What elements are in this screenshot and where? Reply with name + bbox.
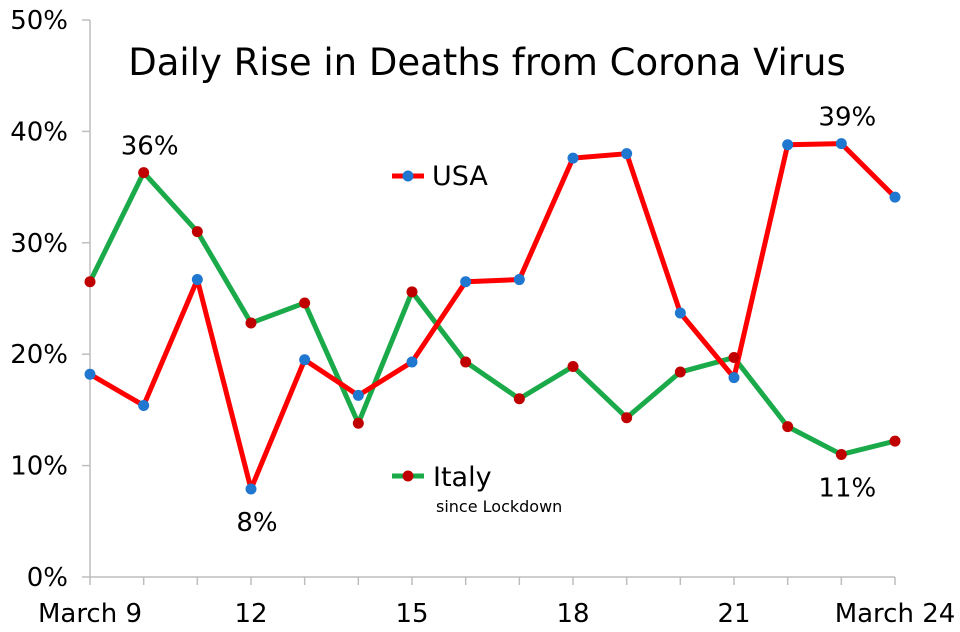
data-point-usa — [299, 354, 311, 366]
legend-italy-sublabel: since Lockdown — [436, 497, 562, 516]
data-point-usa — [728, 372, 740, 384]
data-point-italy — [84, 276, 96, 288]
data-point-italy — [352, 417, 364, 429]
markers-italy — [84, 167, 901, 460]
series-italy — [87, 170, 898, 457]
data-point-usa — [513, 274, 525, 286]
series-line-usa — [87, 141, 898, 492]
data-point-italy — [299, 297, 311, 309]
data-point-italy — [567, 360, 579, 372]
data-point-italy — [245, 317, 257, 329]
data-point-italy — [191, 226, 203, 238]
data-point-usa — [889, 191, 901, 203]
data-point-usa — [245, 483, 257, 495]
x-ticks: March 9 12 15 18 21 March 24 — [38, 577, 955, 629]
data-point-italy — [728, 352, 740, 364]
legend-italy-marker — [402, 470, 414, 482]
markers-usa — [84, 138, 901, 495]
x-tick-label: 12 — [234, 599, 267, 629]
legend: USA Italy since Lockdown — [392, 161, 562, 516]
data-point-usa — [460, 276, 472, 288]
data-point-usa — [567, 152, 579, 164]
data-point-usa — [406, 356, 418, 368]
series-usa — [87, 141, 898, 492]
y-tick-label: 10% — [10, 452, 68, 482]
legend-usa-marker — [402, 170, 414, 182]
data-label: 11% — [818, 473, 876, 503]
x-tick-label: March 9 — [38, 599, 142, 629]
data-point-usa — [835, 138, 847, 150]
data-point-italy — [513, 393, 525, 405]
data-point-italy — [460, 356, 472, 368]
annotations: 36% 8% 39% 11% — [121, 103, 876, 538]
data-point-italy — [674, 366, 686, 378]
legend-item-italy: Italy since Lockdown — [392, 462, 562, 516]
axes: 0% 10% 20% 30% 40% 50% March 9 12 15 18 21 March 2… — [10, 6, 955, 629]
data-point-usa — [191, 274, 203, 286]
data-point-usa — [138, 399, 150, 411]
data-point-italy — [782, 421, 794, 433]
data-label: 8% — [236, 508, 277, 538]
data-point-italy — [889, 435, 901, 447]
x-tick-label: March 24 — [835, 599, 956, 629]
data-point-italy — [621, 412, 633, 424]
data-point-usa — [782, 139, 794, 151]
data-label: 39% — [818, 103, 876, 133]
data-point-italy — [138, 167, 150, 179]
x-tick-label: 21 — [717, 599, 750, 629]
y-tick-label: 0% — [27, 563, 68, 593]
y-tick-label: 20% — [10, 340, 68, 370]
data-point-usa — [621, 148, 633, 160]
legend-italy-label: Italy — [433, 462, 492, 493]
chart-title: Daily Rise in Deaths from Corona Virus — [128, 41, 846, 84]
series-layer — [84, 138, 901, 495]
data-point-usa — [84, 368, 96, 380]
y-tick-label: 50% — [10, 6, 68, 36]
x-tick-label: 15 — [395, 599, 428, 629]
y-tick-label: 40% — [10, 117, 68, 147]
data-point-usa — [352, 389, 364, 401]
data-label: 36% — [121, 132, 179, 162]
x-tick-label: 18 — [556, 599, 589, 629]
legend-item-usa: USA — [392, 161, 488, 192]
y-tick-label: 30% — [10, 229, 68, 259]
legend-usa-label: USA — [432, 161, 488, 192]
series-line-italy — [87, 170, 898, 457]
data-point-italy — [835, 448, 847, 460]
data-point-italy — [406, 286, 418, 298]
y-ticks: 0% 10% 20% 30% 40% 50% — [10, 6, 90, 593]
data-point-usa — [674, 307, 686, 319]
